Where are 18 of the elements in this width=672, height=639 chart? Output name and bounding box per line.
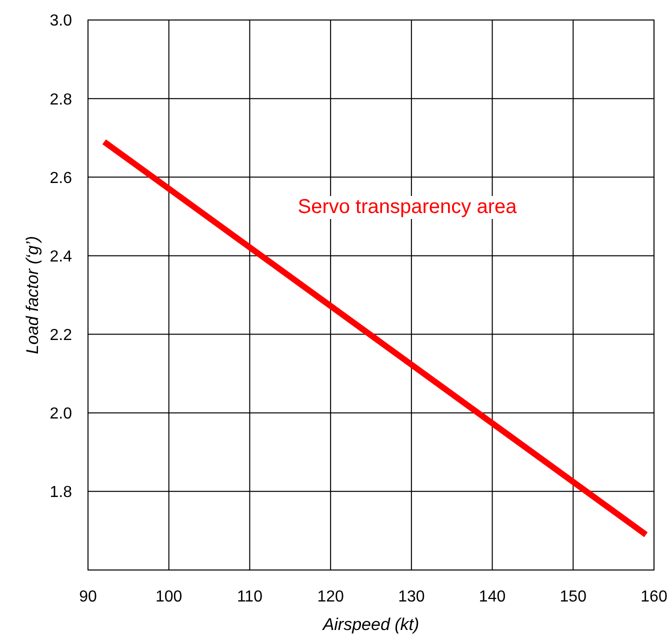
x-tick-label: 90 (79, 588, 97, 606)
y-axis-title: Load factor (‘g’) (23, 236, 42, 354)
x-tick-label: 120 (317, 588, 344, 606)
x-axis-title: Airspeed (kt) (322, 615, 420, 634)
annotation: Servo transparency area (292, 196, 523, 219)
y-tick-label: 2.0 (50, 406, 72, 423)
y-tick-label: 3.0 (50, 12, 72, 30)
x-tick-label: 140 (478, 588, 506, 606)
y-tick-label: 2.8 (50, 91, 72, 108)
y-tick-label: 2.2 (50, 326, 72, 344)
x-tick-label: 150 (560, 588, 587, 606)
y-tick-label: 2.6 (50, 170, 72, 187)
x-tick-label: 160 (640, 588, 668, 606)
x-tick-label: 110 (236, 588, 263, 606)
y-tick-label: 1.8 (50, 484, 72, 502)
x-tick-label: 100 (156, 588, 182, 606)
x-tick-label: 130 (398, 588, 425, 606)
y-tick-label: 2.4 (50, 248, 72, 266)
